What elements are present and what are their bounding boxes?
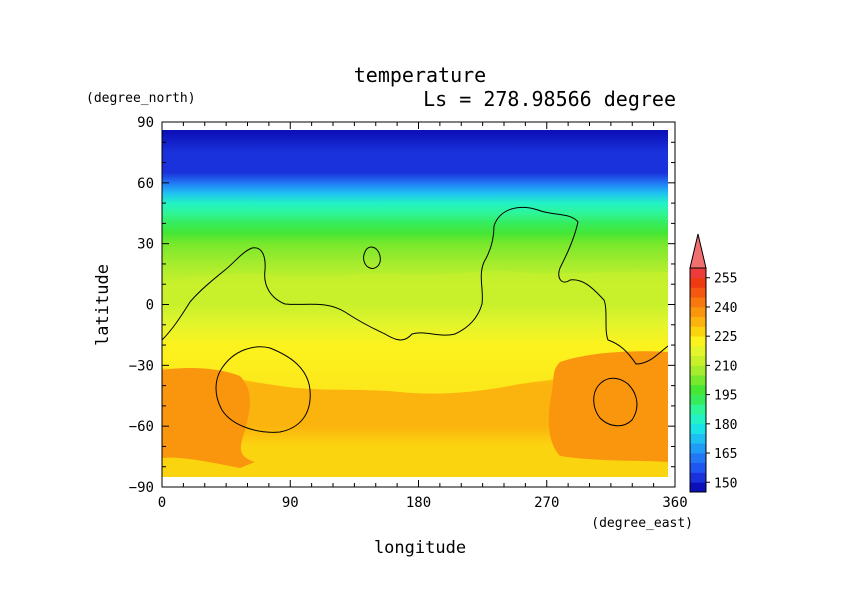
colorbar-segment bbox=[690, 462, 706, 473]
colorbar-segment bbox=[690, 365, 706, 376]
colorbar-segment bbox=[690, 472, 706, 483]
x-tick-label: 270 bbox=[534, 495, 559, 511]
y-axis-unit: (degree_north) bbox=[86, 91, 196, 106]
warm-region-east bbox=[548, 351, 668, 462]
tropical-band-shade bbox=[162, 271, 668, 303]
contour-main bbox=[162, 206, 668, 365]
colorbar-tick-label: 210 bbox=[714, 359, 737, 374]
y-axis-label: latitude bbox=[93, 264, 113, 346]
colorbar-tick-label: 195 bbox=[714, 389, 737, 404]
colorbar-segment bbox=[690, 277, 706, 288]
colorbar-segment bbox=[690, 414, 706, 425]
colorbar-segment bbox=[690, 297, 706, 308]
colorbar-segment bbox=[690, 433, 706, 444]
y-tick-label: −30 bbox=[129, 358, 154, 374]
y-tick-label: 60 bbox=[137, 176, 154, 192]
colorbar-tick-labels: 150 165 180 195 210 225 240 255 bbox=[706, 272, 737, 491]
colorbar-extend-arrow bbox=[689, 233, 707, 269]
contour-east-basin bbox=[593, 377, 638, 427]
contour-lines bbox=[162, 206, 668, 433]
colorbar-segment bbox=[690, 482, 706, 493]
axis-ticks bbox=[161, 121, 676, 488]
x-tick-label: 360 bbox=[662, 495, 687, 511]
colorbar-segment bbox=[690, 404, 706, 415]
colorbar-tick-label: 150 bbox=[714, 476, 737, 491]
colorbar-segment bbox=[690, 336, 706, 347]
y-tick-label: 0 bbox=[146, 298, 154, 314]
y-tick-label: 30 bbox=[137, 237, 154, 253]
colorbar-segment bbox=[690, 443, 706, 454]
y-tick-label: −60 bbox=[129, 419, 154, 435]
colorbar-segment bbox=[690, 345, 706, 356]
temperature-field bbox=[162, 130, 668, 477]
x-tick-labels: 0 90 180 270 360 bbox=[158, 495, 688, 511]
colorbar-segment bbox=[690, 453, 706, 464]
colorbar-frame bbox=[689, 267, 707, 493]
x-tick-label: 180 bbox=[406, 495, 431, 511]
x-tick-label: 0 bbox=[158, 495, 166, 511]
colorbar-segment bbox=[690, 287, 706, 298]
y-tick-label: 90 bbox=[137, 115, 154, 131]
colorbar: 150 165 180 195 210 225 240 255 bbox=[689, 233, 737, 493]
colorbar-segment bbox=[690, 268, 706, 279]
chart-subtitle: Ls = 278.98566 degree bbox=[423, 87, 676, 111]
colorbar-tick-label: 225 bbox=[714, 330, 737, 345]
colorbar-segment bbox=[690, 394, 706, 405]
colorbar-segment bbox=[690, 316, 706, 327]
colorbar-segment bbox=[690, 326, 706, 337]
colorbar-segment bbox=[690, 375, 706, 386]
chart-title: temperature bbox=[354, 63, 486, 87]
colorbar-segment bbox=[690, 423, 706, 434]
colorbar-segment bbox=[690, 384, 706, 395]
colorbar-segment bbox=[690, 355, 706, 366]
colorbar-segments bbox=[690, 268, 706, 493]
x-axis-label: longitude bbox=[374, 538, 466, 558]
contour-west-basin bbox=[215, 346, 311, 433]
x-tick-label: 90 bbox=[282, 495, 299, 511]
colorbar-tick-label: 255 bbox=[714, 272, 737, 287]
y-tick-label: −90 bbox=[129, 480, 154, 496]
colorbar-tick-label: 240 bbox=[714, 301, 737, 316]
y-tick-labels: 90 60 30 0 −30 −60 −90 bbox=[129, 115, 154, 496]
colorbar-tick-label: 165 bbox=[714, 447, 737, 462]
colorbar-segment bbox=[690, 306, 706, 317]
colorbar-tick-label: 180 bbox=[714, 418, 737, 433]
contour-small-north bbox=[363, 246, 381, 269]
warm-region-west bbox=[162, 368, 255, 468]
x-axis-unit: (degree_east) bbox=[591, 516, 693, 531]
